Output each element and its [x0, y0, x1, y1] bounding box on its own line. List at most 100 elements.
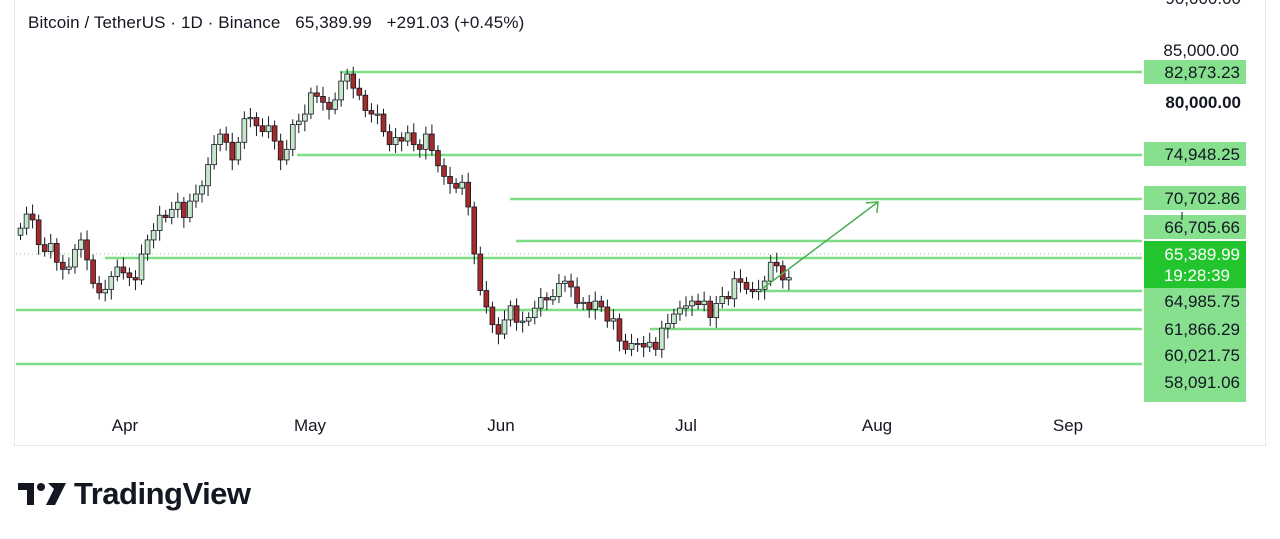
- candle-body: [138, 253, 145, 281]
- candle-body: [622, 340, 629, 350]
- x-axis-label: Aug: [862, 416, 892, 435]
- candle-body: [786, 277, 792, 281]
- tradingview-logo[interactable]: TradingView: [18, 476, 251, 512]
- candle-body: [211, 144, 217, 166]
- candle-body: [550, 295, 556, 301]
- level-price-label: 61,866.29: [1164, 320, 1240, 339]
- candle-body: [640, 343, 647, 348]
- time-axis: Apr May Jun Jul Aug Sep: [112, 416, 1083, 435]
- candle-body: [23, 213, 30, 229]
- last-price: 65,389.99: [295, 13, 372, 32]
- candle-body: [302, 113, 308, 122]
- candle-body: [701, 300, 707, 306]
- candle-body: [489, 306, 496, 326]
- chart-canvas[interactable]: 90,000.00 85,000.00 80,000.00 82,873.23 74,9…: [0, 0, 1280, 446]
- candle-body: [205, 164, 211, 187]
- candle-body: [223, 133, 230, 143]
- candle-body: [338, 80, 344, 101]
- candle-body: [501, 319, 508, 335]
- candle-body: [435, 150, 441, 167]
- level-price-label: 74,948.25: [1164, 145, 1240, 164]
- candle-body: [54, 243, 60, 263]
- candle-body: [519, 320, 526, 323]
- candle-body: [580, 301, 586, 304]
- candle-body: [525, 317, 532, 322]
- y-axis-label-top: 90,000.00: [1165, 0, 1241, 8]
- candle-body: [84, 239, 90, 261]
- candle-body: [271, 125, 278, 142]
- candle-body: [174, 201, 181, 210]
- candle-body: [416, 144, 423, 150]
- candle-body: [737, 278, 744, 283]
- candle-body: [659, 327, 665, 350]
- price-axis: 90,000.00 85,000.00 80,000.00 82,873.23 74,9…: [1144, 0, 1246, 402]
- candle-body: [707, 300, 713, 318]
- candle-body: [695, 300, 701, 306]
- candle-body: [168, 208, 175, 218]
- candle-body: [374, 113, 381, 116]
- symbol-title[interactable]: Bitcoin / TetherUS · 1D · Binance: [28, 13, 281, 32]
- candle-body: [102, 288, 109, 294]
- candle-body: [453, 183, 459, 189]
- chart-header: Bitcoin / TetherUS · 1D · Binance 65,389…: [28, 13, 524, 33]
- candle-body: [35, 219, 42, 246]
- candle-body: [326, 101, 332, 110]
- candle-body: [459, 181, 465, 189]
- x-axis-label: Jun: [487, 416, 514, 435]
- candle-body: [72, 248, 78, 268]
- projection-arrow: [761, 201, 879, 290]
- candle-body: [441, 165, 447, 177]
- candle-body: [562, 280, 568, 284]
- level-price-box: [1144, 142, 1246, 166]
- candle-body: [314, 92, 320, 97]
- candle-body: [725, 295, 732, 300]
- candle-body: [556, 283, 562, 297]
- countdown-label: 19:28:39: [1164, 266, 1230, 285]
- candle-body: [652, 341, 659, 350]
- candle-body: [483, 290, 490, 308]
- candle-body: [265, 125, 272, 133]
- candle-body: [404, 132, 411, 142]
- candle-body: [308, 92, 314, 115]
- candle-body: [41, 244, 48, 253]
- level-price-label: 70,702.86: [1164, 189, 1240, 208]
- candle-body: [410, 132, 417, 146]
- level-price-label: 66,705.66: [1164, 218, 1240, 237]
- candle-body: [677, 307, 683, 315]
- candlestick-series: [17, 66, 792, 358]
- candle-body: [592, 300, 599, 310]
- candle-body: [380, 113, 387, 133]
- candle-body: [392, 137, 399, 146]
- candle-body: [259, 125, 266, 133]
- candle-body: [362, 94, 369, 111]
- candle-body: [719, 295, 726, 304]
- candle-body: [610, 318, 617, 322]
- candle-body: [731, 278, 738, 300]
- level-price-box: [1144, 215, 1246, 239]
- candle-body: [604, 306, 611, 322]
- candle-body: [193, 193, 199, 202]
- candle-body: [683, 305, 689, 309]
- candle-body: [743, 281, 750, 290]
- y-axis-label: 80,000.00: [1165, 93, 1241, 112]
- candle-body: [713, 303, 720, 318]
- level-price-box: [1144, 60, 1246, 84]
- candle-body: [114, 266, 121, 277]
- level-price-label: 60,021.75: [1164, 346, 1240, 365]
- candle-body: [628, 343, 635, 350]
- candle-body: [477, 253, 484, 291]
- candle-body: [465, 181, 471, 208]
- candle-body: [350, 73, 357, 89]
- candle-body: [568, 280, 574, 288]
- candle-body: [429, 133, 435, 151]
- candle-body: [241, 118, 248, 143]
- candle-body: [356, 87, 363, 96]
- candle-body: [156, 214, 163, 231]
- candle-body: [344, 73, 350, 82]
- price-change: +291.03 (+0.45%): [386, 13, 525, 32]
- candle-body: [283, 148, 290, 161]
- candle-body: [144, 239, 151, 255]
- level-price-box: [1144, 287, 1246, 402]
- current-price-label: 65,389.99: [1164, 245, 1240, 264]
- candle-body: [60, 261, 66, 270]
